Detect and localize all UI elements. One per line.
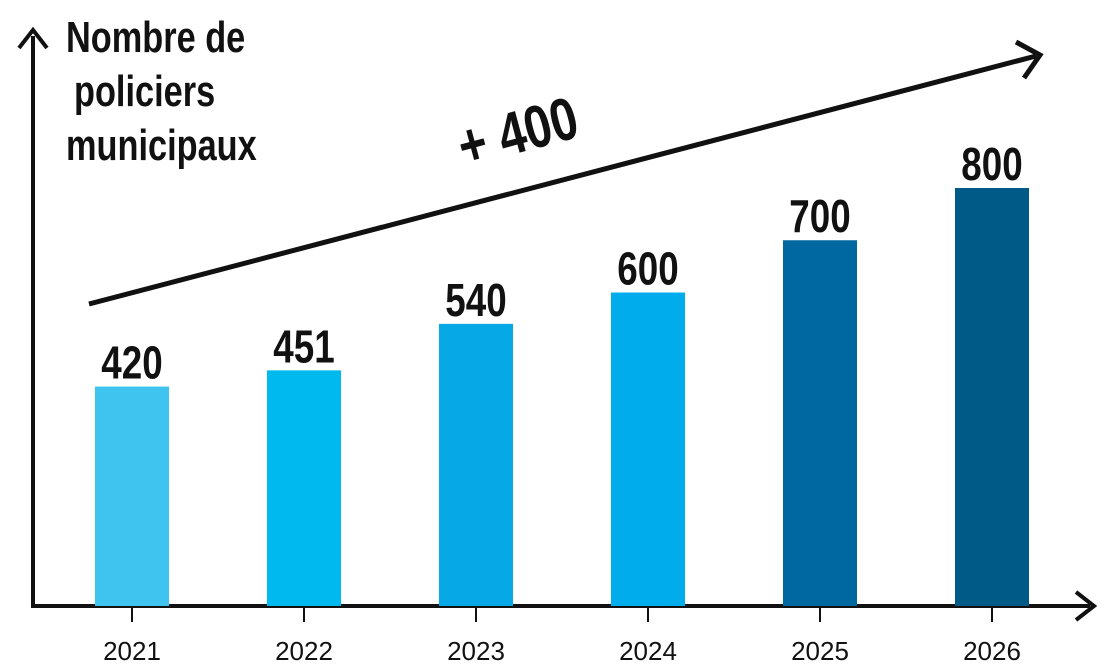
axes (17, 26, 1098, 622)
y-axis-label-line-2: policiers (74, 67, 216, 116)
x-tick-label-2024: 2024 (619, 636, 677, 666)
y-axis-label-line-3: municipaux (66, 121, 257, 170)
x-ticks: 2021 2022 2023 2024 2025 2026 (103, 608, 1021, 666)
value-label-2022: 451 (273, 320, 334, 372)
bar-2026 (955, 188, 1029, 606)
x-tick-label-2022: 2022 (275, 636, 333, 666)
x-axis-arrowhead (1074, 590, 1098, 622)
value-label-2025: 700 (789, 190, 850, 242)
x-tick-label-2021: 2021 (103, 636, 161, 666)
bars (95, 188, 1029, 606)
y-axis-arrowhead (17, 26, 49, 50)
x-tick-label-2026: 2026 (963, 636, 1021, 666)
value-label-2021: 420 (101, 337, 162, 389)
trend-arrow (88, 39, 1044, 307)
value-labels: 420 451 540 600 700 800 (101, 138, 1022, 388)
bar-2025 (783, 240, 857, 606)
value-label-2026: 800 (961, 138, 1022, 190)
value-label-2023: 540 (445, 274, 506, 326)
x-tick-label-2023: 2023 (447, 636, 505, 666)
x-tick-label-2025: 2025 (791, 636, 849, 666)
bar-2024 (611, 292, 685, 606)
trend-arrow-line (88, 53, 1037, 307)
y-axis-label-line-1: Nombre de (66, 13, 246, 62)
bar-2021 (95, 386, 169, 606)
trend-arrowhead (1014, 39, 1044, 80)
bar-2022 (267, 370, 341, 606)
bar-2023 (439, 323, 513, 606)
value-label-2024: 600 (617, 243, 678, 295)
